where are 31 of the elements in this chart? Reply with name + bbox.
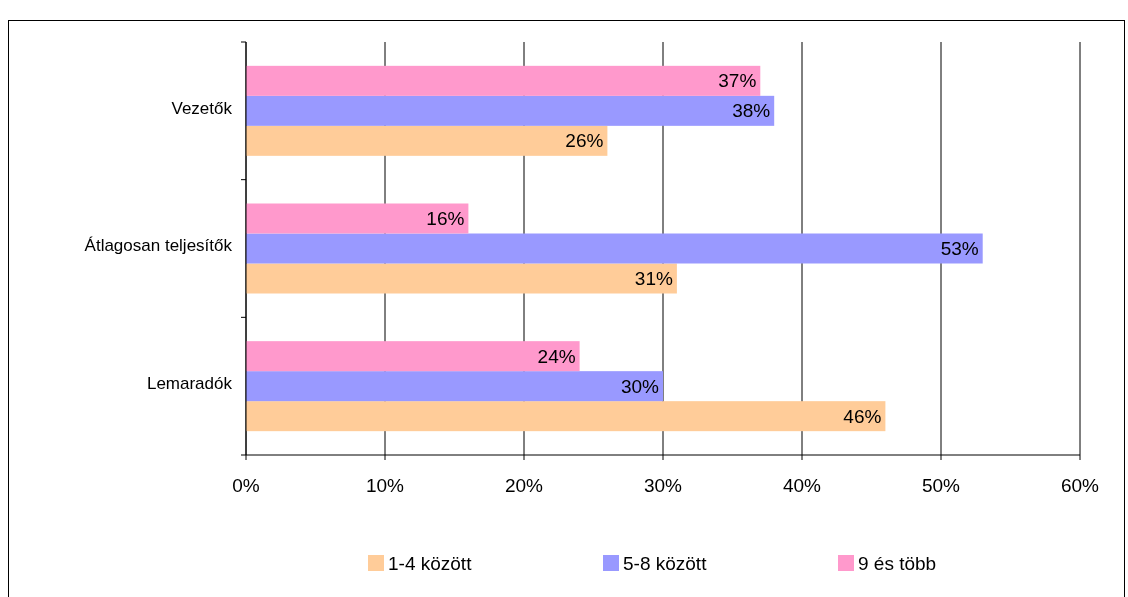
y-tick-label: Vezetők: [171, 98, 233, 118]
legend-label: 9 és több: [858, 552, 937, 574]
data-label: 16%: [426, 208, 465, 230]
data-label: 38%: [732, 100, 771, 122]
y-tick-label: Lemaradók: [146, 374, 233, 394]
x-tick-label: 0%: [232, 475, 260, 496]
legend-label: 5-8 között: [623, 552, 708, 574]
x-tick-label: 30%: [643, 475, 683, 496]
x-tick-label: 40%: [782, 475, 822, 496]
data-label: 31%: [634, 268, 673, 290]
x-tick-label: 60%: [1060, 475, 1100, 496]
bar: [246, 371, 663, 402]
data-label: 37%: [718, 70, 757, 92]
bar: [246, 233, 983, 264]
data-label: 53%: [940, 238, 979, 260]
data-label: 26%: [565, 130, 604, 152]
bar: [246, 341, 580, 372]
bar: [246, 401, 886, 432]
legend-label: 1-4 között: [388, 552, 473, 574]
x-tick-label: 20%: [504, 475, 544, 496]
y-tick-label: Átlagosan teljesítők: [84, 236, 233, 256]
data-label: 24%: [537, 345, 576, 367]
data-label: 46%: [843, 405, 882, 427]
bar: [246, 65, 761, 96]
data-label: 30%: [620, 375, 660, 397]
bar: [246, 95, 775, 126]
bar: [246, 125, 608, 156]
x-tick-label: 10%: [365, 475, 405, 496]
bar: [246, 203, 469, 234]
x-tick-label: 50%: [921, 475, 961, 496]
bar: [246, 263, 677, 294]
